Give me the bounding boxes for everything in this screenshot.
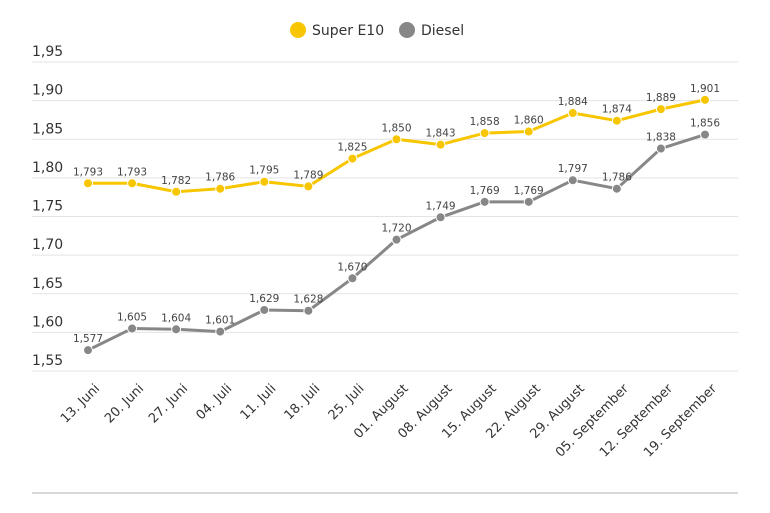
value-label: 1,874 [602,104,632,116]
value-label: 1,793 [73,166,103,178]
value-label: 1,860 [514,115,544,127]
y-tick-label: 1,75 [32,199,63,215]
point [391,234,402,245]
point [611,115,622,126]
point [655,143,666,154]
value-label: 1,629 [249,293,279,305]
legend-marker [290,22,306,38]
value-label: 1,786 [602,172,632,184]
point [171,186,182,197]
point [435,139,446,150]
point [171,324,182,335]
legend-marker [399,22,415,38]
point [479,196,490,207]
point [215,183,226,194]
point [347,153,358,164]
y-tick-label: 1,85 [32,121,63,137]
x-tick-label: 25. Juli [326,381,368,423]
point [611,183,622,194]
point [259,304,270,315]
point [435,212,446,223]
x-tick-label: 13. Juni [58,381,103,426]
point [127,178,138,189]
value-label: 1,604 [161,312,191,324]
point [303,305,314,316]
point [567,107,578,118]
value-label: 1,769 [470,185,500,197]
value-label: 1,884 [558,96,588,108]
point [523,126,534,137]
point [83,178,93,189]
value-label: 1,856 [690,118,720,130]
value-label: 1,720 [381,223,411,235]
y-tick-label: 1,65 [32,276,63,292]
point [347,273,358,284]
value-label: 1,797 [558,163,588,175]
x-tick-label: 18. Juli [282,381,324,423]
value-label: 1,628 [293,294,323,306]
point [567,175,578,186]
point [391,134,402,145]
value-label: 1,843 [426,128,456,140]
value-label: 1,793 [117,166,147,178]
y-tick-label: 1,60 [32,314,63,330]
x-tick-label: 11. Juli [238,381,280,423]
x-tick-label: 20. Juni [102,381,147,426]
legend-label: Diesel [421,23,464,39]
value-label: 1,670 [337,261,367,273]
value-label: 1,901 [690,83,720,95]
point [700,94,710,105]
point [127,323,138,334]
point [479,128,490,139]
y-tick-label: 1,95 [32,44,63,60]
point [215,326,226,337]
y-tick-label: 1,55 [32,353,63,369]
value-label: 1,795 [249,165,279,177]
value-label: 1,889 [646,92,676,104]
y-tick-label: 1,90 [32,83,63,99]
x-tick-label: 27. Juni [146,381,191,426]
value-label: 1,605 [117,312,147,324]
point [655,104,666,115]
value-label: 1,601 [205,315,235,327]
value-label: 1,577 [73,333,103,345]
value-label: 1,825 [337,142,367,154]
value-label: 1,782 [161,175,191,187]
value-label: 1,769 [514,185,544,197]
point [259,176,270,187]
value-label: 1,749 [426,200,456,212]
value-label: 1,786 [205,172,235,184]
point [700,129,710,140]
value-label: 1,858 [470,116,500,128]
value-label: 1,838 [646,132,676,144]
x-tick-label: 04. Juli [193,381,235,423]
legend-label: Super E10 [312,23,384,39]
value-label: 1,850 [381,122,411,134]
point [83,345,93,356]
value-label: 1,789 [293,169,323,181]
y-tick-label: 1,80 [32,160,63,176]
point [523,196,534,207]
y-tick-label: 1,70 [32,237,63,253]
point [303,181,314,192]
